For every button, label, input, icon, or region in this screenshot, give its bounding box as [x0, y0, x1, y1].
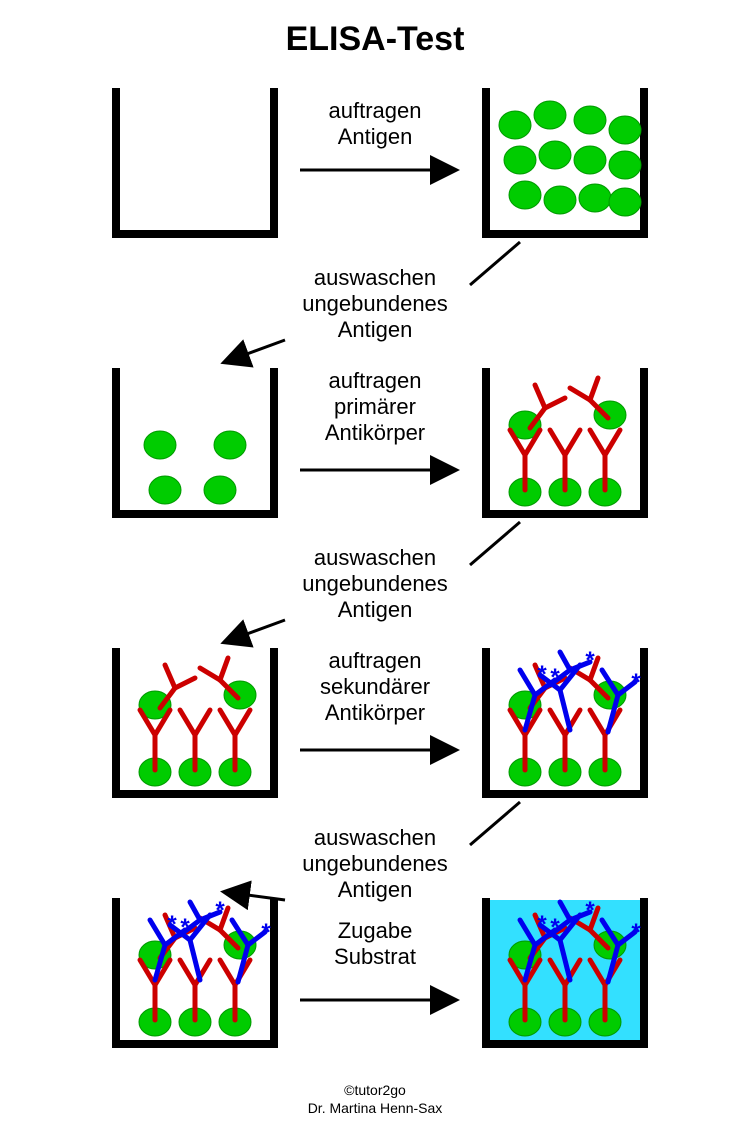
antigen: [574, 146, 606, 174]
enzyme-star-icon: *: [585, 897, 595, 924]
well-bottom: [482, 1040, 648, 1048]
enzyme-star-icon: *: [537, 911, 547, 938]
antigen: [504, 146, 536, 174]
step-label: auswaschen: [314, 265, 436, 290]
step-label: ungebundenes: [302, 571, 448, 596]
primary-antibody: [160, 665, 195, 708]
antigen: [544, 186, 576, 214]
primary-antibody: [200, 658, 238, 698]
well-bottom: [112, 790, 278, 798]
antigen: [534, 101, 566, 129]
step-label: Antigen: [338, 597, 413, 622]
antigen: [214, 431, 246, 459]
primary-antibody: [570, 378, 608, 418]
antigen: [499, 111, 531, 139]
well-bottom: [112, 230, 278, 238]
enzyme-star-icon: *: [631, 669, 641, 696]
step-label: Antikörper: [325, 700, 425, 725]
antigen: [609, 151, 641, 179]
antigen: [149, 476, 181, 504]
step-label: sekundärer: [320, 674, 430, 699]
well-wall: [270, 898, 278, 1048]
step-label: Antikörper: [325, 420, 425, 445]
well-wall: [482, 898, 490, 1048]
footer-line-1: ©tutor2go: [344, 1082, 406, 1098]
antigen: [579, 184, 611, 212]
step-label: ungebundenes: [302, 291, 448, 316]
step-label: Zugabe: [338, 918, 413, 943]
step-label: Antigen: [338, 317, 413, 342]
well-wall: [482, 368, 490, 518]
antigen: [509, 181, 541, 209]
enzyme-star-icon: *: [261, 919, 271, 946]
enzyme-star-icon: *: [631, 919, 641, 946]
antigen: [204, 476, 236, 504]
step-label: Antigen: [338, 877, 413, 902]
step-label: auswaschen: [314, 545, 436, 570]
page-title: ELISA-Test: [286, 20, 465, 58]
enzyme-star-icon: *: [167, 911, 177, 938]
well-wall: [112, 898, 120, 1048]
step-label: ungebundenes: [302, 851, 448, 876]
step-label: primärer: [334, 394, 416, 419]
antigen: [574, 106, 606, 134]
antigen: [609, 188, 641, 216]
step-label: auftragen: [329, 368, 422, 393]
connector-line: [470, 522, 520, 565]
step-label: Antigen: [338, 124, 413, 149]
enzyme-star-icon: *: [215, 897, 225, 924]
footer-line-2: Dr. Martina Henn-Sax: [308, 1100, 443, 1116]
well-bottom: [112, 1040, 278, 1048]
step-label: Substrat: [334, 944, 416, 969]
enzyme-star-icon: *: [585, 647, 595, 674]
step-label: auswaschen: [314, 825, 436, 850]
well-wall: [640, 368, 648, 518]
arrow-icon: [225, 340, 285, 362]
well-wall: [482, 88, 490, 238]
well-wall: [112, 648, 120, 798]
enzyme-star-icon: *: [537, 661, 547, 688]
step-label: auftragen: [329, 648, 422, 673]
well-bottom: [482, 790, 648, 798]
connector-line: [470, 802, 520, 845]
antigen: [594, 401, 626, 429]
antigen: [539, 141, 571, 169]
well-wall: [270, 648, 278, 798]
well-bottom: [482, 510, 648, 518]
arrow-icon: [225, 620, 285, 642]
well-wall: [270, 88, 278, 238]
well-bottom: [482, 230, 648, 238]
well-wall: [482, 648, 490, 798]
step-label: auftragen: [329, 98, 422, 123]
well-wall: [270, 368, 278, 518]
antigen: [224, 681, 256, 709]
well-wall: [112, 368, 120, 518]
well-bottom: [112, 510, 278, 518]
well-wall: [640, 648, 648, 798]
primary-antibody: [530, 385, 565, 428]
connector-line: [470, 242, 520, 285]
antigen: [144, 431, 176, 459]
well-wall: [112, 88, 120, 238]
well-wall: [640, 898, 648, 1048]
antigen: [609, 116, 641, 144]
